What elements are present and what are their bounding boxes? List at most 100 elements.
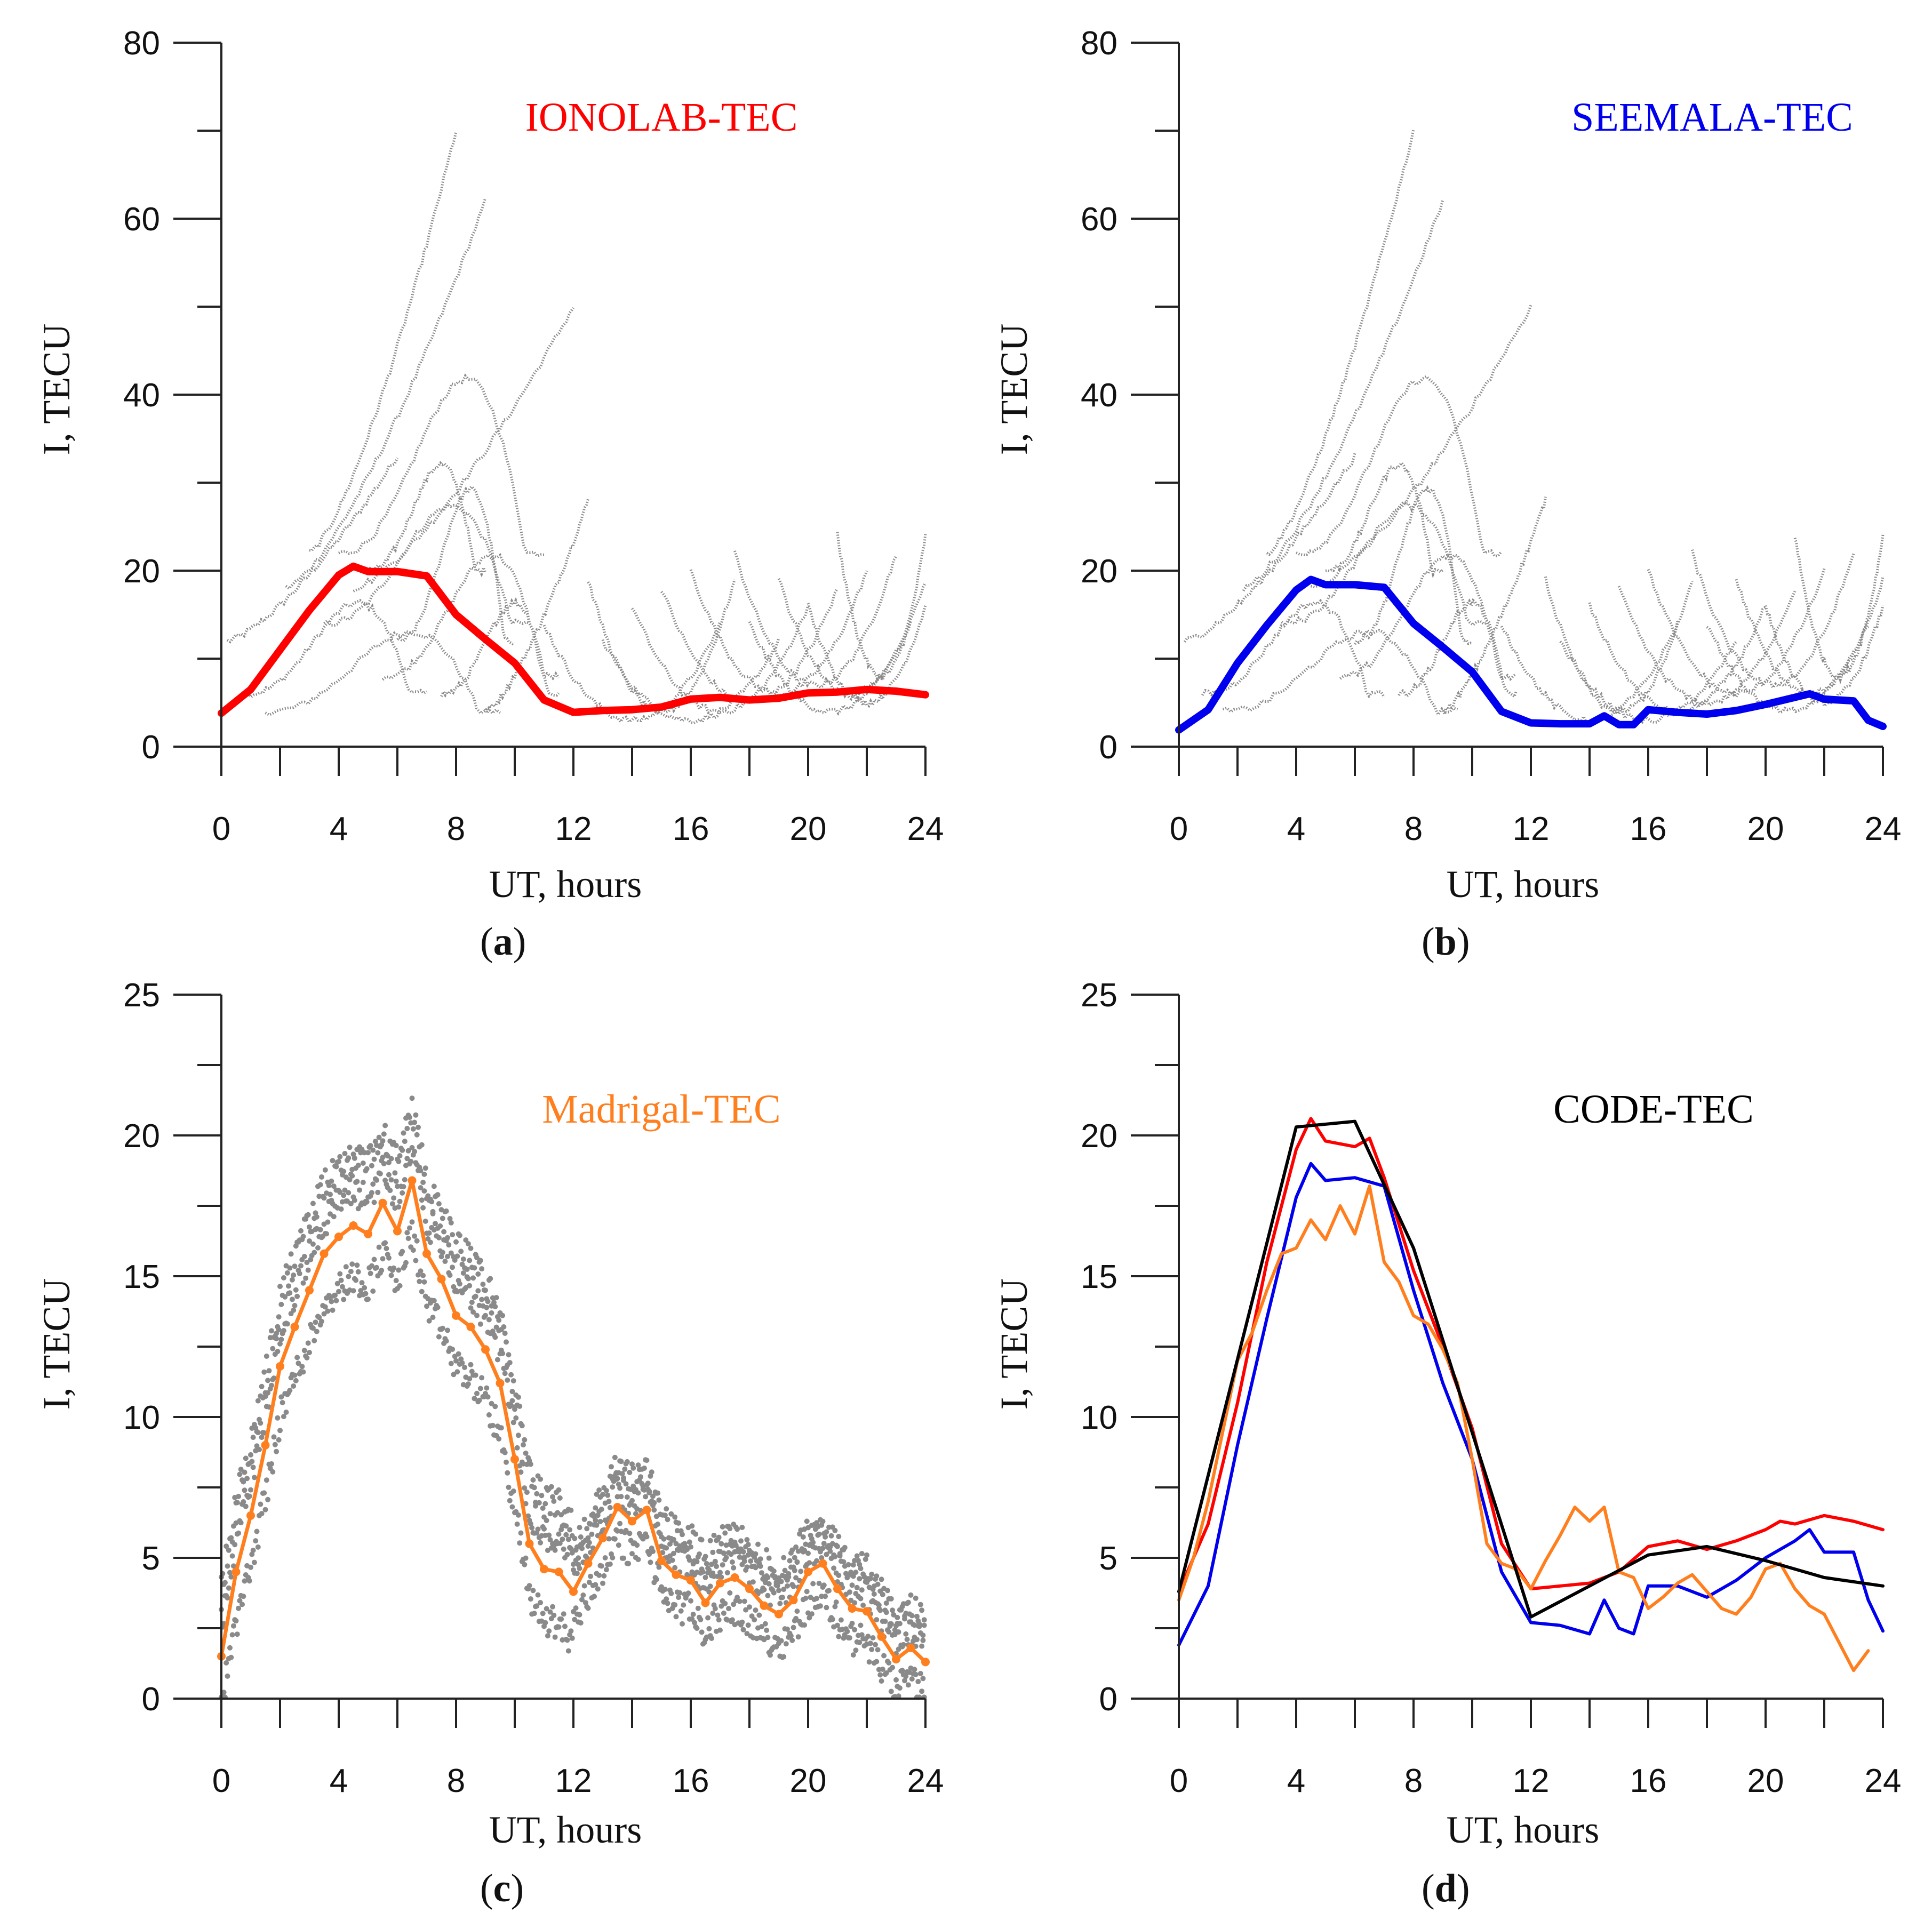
panel-c-point (496, 1379, 505, 1388)
panel-c-gray-point (777, 1600, 783, 1606)
panel-c-gray-point (722, 1600, 728, 1606)
panel-c-gray-point (388, 1156, 394, 1162)
panel-c-gray-point (454, 1369, 460, 1375)
panel-c-gray-point (710, 1611, 716, 1616)
panel-c-gray-point (420, 1272, 426, 1278)
panel-a-gray-traces (226, 131, 927, 725)
panel-c-point (760, 1601, 769, 1610)
panel-c-point (320, 1249, 329, 1258)
panel-c-gray-point (242, 1487, 248, 1493)
panel-c-gray-point (707, 1538, 713, 1543)
panel-c-gray-point (778, 1638, 784, 1644)
panel-c-gray-point (875, 1581, 881, 1587)
panel-c-gray-point (284, 1270, 290, 1276)
panel-c-gray-point (629, 1551, 635, 1557)
panel-c-gray-point (526, 1583, 532, 1589)
panel-c-gray-point (404, 1126, 410, 1131)
panel-c-gray-point (804, 1518, 810, 1524)
panel-c-point (510, 1455, 519, 1464)
panel-c-gray-point (531, 1611, 537, 1616)
panel-c-gray-point (447, 1272, 453, 1278)
panel-b-satellite-trace (1201, 598, 1386, 699)
panel-c-gray-point (350, 1288, 356, 1294)
panel-c-gray-point (807, 1560, 812, 1566)
panel-c-gray-point (238, 1520, 244, 1526)
panel-c-gray-point (877, 1607, 883, 1613)
panel-c-gray-point (301, 1254, 307, 1259)
panel-c-gray-point (793, 1544, 799, 1550)
panel-c-gray-point (232, 1542, 238, 1548)
panel-c-gray-point (704, 1561, 709, 1566)
panel-c-gray-point (225, 1563, 230, 1569)
panel-c-gray-point (610, 1555, 616, 1560)
panel-c-gray-point (277, 1284, 283, 1290)
panel-b-satellite-trace (1222, 628, 1458, 718)
panel-c-gray-point (418, 1268, 424, 1274)
panel-c-gray-point (538, 1540, 544, 1546)
panel-b-satellite-trace (1310, 305, 1532, 589)
panel-c-gray-point (453, 1358, 459, 1364)
panel-a-satellite-trace (367, 461, 487, 578)
panel-c-gray-point (535, 1526, 541, 1532)
panel-c-gray-point (467, 1376, 473, 1382)
panel-c-gray-point (292, 1372, 298, 1378)
panel-c-gray-point (563, 1532, 569, 1538)
panel-c-gray-point (405, 1236, 411, 1242)
panel-c-gray-point (789, 1637, 795, 1643)
panel-c-gray-point (859, 1551, 865, 1557)
panel-c-gray-point (912, 1667, 917, 1672)
panel-d-x-tick-label: 0 (1170, 1763, 1188, 1799)
panel-c-gray-point (228, 1574, 234, 1580)
panel-c-gray-point (380, 1256, 386, 1262)
panel-c-gray-point (545, 1633, 550, 1639)
panel-c-gray-point (431, 1298, 437, 1303)
panel-c-gray-point (401, 1130, 406, 1136)
panel-c-gray-point (809, 1611, 815, 1617)
panel-c-gray-point (755, 1541, 761, 1547)
panel-c-point (672, 1570, 681, 1579)
panel-a-satellite-trace (733, 550, 898, 689)
panel-d-y-tick-label: 5 (1099, 1540, 1117, 1577)
panel-c-gray-point (300, 1369, 306, 1375)
panel-c-gray-point (694, 1559, 700, 1565)
panel-c-gray-point (869, 1571, 875, 1577)
panel-c-gray-point (885, 1588, 890, 1594)
panel-c-gray-point (358, 1288, 364, 1293)
panel-c-gray-point (667, 1541, 673, 1547)
panel-c-gray-point (908, 1592, 914, 1598)
panel-c-gray-point (909, 1676, 915, 1682)
panel-c-y-tick-label: 5 (142, 1540, 160, 1577)
panel-c-gray-point (508, 1372, 514, 1378)
panel-c-gray-point (548, 1484, 554, 1490)
panel-c-gray-point (909, 1613, 915, 1619)
panel-c-gray-point (576, 1555, 581, 1561)
panel-c-gray-point (577, 1525, 582, 1531)
panel-c-gray-point (556, 1531, 562, 1537)
panel-c-gray-point (841, 1559, 847, 1565)
panel-c-gray-point (835, 1543, 840, 1549)
panel-c-gray-point (452, 1257, 458, 1263)
panel-c-gray-point (435, 1304, 441, 1310)
panel-c-gray-point (622, 1466, 628, 1472)
panel-b-x-tick-label: 24 (1865, 811, 1902, 847)
panel-c-gray-point (718, 1603, 724, 1609)
panel-c-gray-point (567, 1527, 573, 1533)
panel-b-satellite-trace (1339, 552, 1517, 681)
panel-c-gray-point (836, 1572, 842, 1578)
panel-c-gray-point (363, 1291, 369, 1296)
panel-c-gray-point (849, 1582, 855, 1588)
panel-c-point (628, 1517, 636, 1526)
panel-c-gray-point (341, 1296, 347, 1302)
panel-c-point (804, 1567, 812, 1576)
panel-c-gray-point (278, 1394, 284, 1400)
panel-c-gray-point (705, 1615, 711, 1621)
panel-c-gray-point (764, 1547, 770, 1552)
panel-c-gray-point (716, 1617, 722, 1623)
panel-c-gray-point (747, 1604, 752, 1610)
panel-d-y-tick-label: 15 (1081, 1259, 1117, 1295)
panel-c-gray-point (294, 1293, 300, 1299)
panel-c-gray-point (676, 1595, 682, 1600)
panel-b-xlabel: UT, hours (1447, 863, 1600, 906)
panel-c-gray-point (248, 1487, 253, 1493)
